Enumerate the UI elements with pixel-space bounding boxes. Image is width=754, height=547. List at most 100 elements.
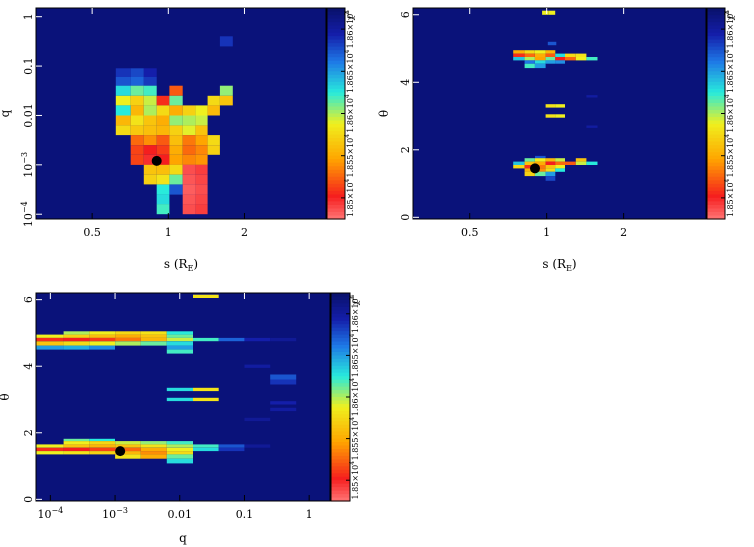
heatmap-cell xyxy=(219,85,233,96)
colorbar-segment xyxy=(331,351,350,356)
colorbar-segment xyxy=(707,43,725,48)
x-tick-label: 1 xyxy=(165,226,172,239)
colorbar-tick-label: 1.865×104 xyxy=(344,49,355,93)
colorbar-segment xyxy=(707,159,725,164)
colorbar-segment xyxy=(707,32,725,37)
heatmap-cell xyxy=(575,57,587,61)
heatmap-cell xyxy=(36,345,64,350)
heatmap-cell xyxy=(89,334,115,338)
colorbar-segment xyxy=(707,8,725,13)
heatmap-cell xyxy=(524,158,535,162)
heatmap-cell xyxy=(270,401,297,405)
colorbar-segment xyxy=(327,46,345,51)
plot-background xyxy=(413,8,706,219)
heatmap-cell xyxy=(513,50,525,54)
heatmap-cell xyxy=(36,451,64,455)
colorbar-segment xyxy=(327,204,345,210)
colorbar-segment xyxy=(327,120,345,125)
colorbar-segment xyxy=(327,81,345,86)
chart-q-theta: 10−410−30.010.110246qθ1.85×1041.855×1041… xyxy=(0,292,360,545)
colorbar-segment xyxy=(331,473,350,478)
heatmap-cell xyxy=(143,135,157,146)
colorbar-segment xyxy=(707,57,725,62)
colorbar-segment xyxy=(327,29,345,34)
colorbar-segment xyxy=(331,452,350,457)
heatmap-cell xyxy=(270,407,297,412)
x-tick-label: 0.5 xyxy=(461,226,479,239)
heatmap-cell xyxy=(535,161,546,165)
y-tick-label: 10−4 xyxy=(20,201,35,227)
heatmap-cell xyxy=(143,115,157,126)
colorbar-segment xyxy=(327,25,345,30)
heatmap-cell xyxy=(195,154,208,165)
heatmap-cell xyxy=(545,50,556,54)
heatmap-cell xyxy=(63,345,90,350)
heatmap-cell xyxy=(545,158,556,162)
colorbar-segment xyxy=(327,18,345,23)
heatmap-cell xyxy=(143,145,157,155)
colorbar-segment xyxy=(331,334,350,339)
colorbar-segment xyxy=(327,190,345,195)
colorbar-segment xyxy=(327,127,345,132)
heatmap-cell xyxy=(575,161,587,165)
colorbar-segment xyxy=(707,36,725,41)
heatmap-cell xyxy=(195,135,208,146)
heatmap-cell xyxy=(115,105,131,116)
colorbar-label: χ2 xyxy=(344,11,355,20)
colorbar-segment xyxy=(327,117,345,122)
heatmap-cell xyxy=(195,105,208,116)
x-tick-label: 0.5 xyxy=(83,226,101,239)
colorbar-segment xyxy=(707,60,725,65)
heatmap-cell xyxy=(535,168,546,172)
heatmap-cell xyxy=(36,337,64,342)
heatmap-cell xyxy=(195,194,208,205)
heatmap-cell xyxy=(193,337,219,342)
heatmap-cell xyxy=(535,57,546,61)
heatmap-cell xyxy=(156,164,170,175)
colorbar-segment xyxy=(707,22,725,27)
heatmap-cell xyxy=(166,341,193,346)
colorbar-segment xyxy=(331,487,350,492)
colorbar-segment xyxy=(331,379,350,384)
colorbar-segment xyxy=(327,131,345,136)
colorbar-segment xyxy=(707,131,725,136)
colorbar-segment xyxy=(331,442,350,447)
heatmap-cell xyxy=(156,135,170,146)
colorbar-segment xyxy=(707,85,725,90)
chart-s-q: 0.5 1 2 1 0.1 0.01 10−3 10−4 s (RE) q 1.85×1041.85… xyxy=(0,7,355,273)
heatmap-cell xyxy=(169,174,183,185)
colorbar-segment xyxy=(327,15,345,20)
colorbar-segment xyxy=(331,345,350,350)
colorbar-segment xyxy=(707,180,725,185)
heatmap-cell xyxy=(193,444,219,448)
heatmap-cell xyxy=(524,168,535,172)
y-tick-label: 4 xyxy=(399,79,412,86)
colorbar-segment xyxy=(331,317,350,322)
colorbar-tick-label: 1.86×104 xyxy=(724,94,735,133)
heatmap-cell xyxy=(156,95,170,106)
heatmap-cell xyxy=(115,331,141,335)
colorbar-segment xyxy=(327,106,345,111)
heatmap-cell xyxy=(143,77,157,86)
heatmap-cell xyxy=(115,334,141,338)
colorbar-segment xyxy=(707,166,725,171)
heatmap-cell xyxy=(89,451,115,455)
heatmap-cell xyxy=(140,334,167,338)
heatmap-cell xyxy=(143,174,157,185)
colorbar-segment xyxy=(331,386,350,391)
colorbar-segment xyxy=(707,204,725,210)
x-axis-label: q xyxy=(179,531,187,545)
colorbar-segment xyxy=(331,313,350,318)
heatmap-cell xyxy=(545,176,556,181)
colorbar-segment xyxy=(707,88,725,93)
colorbar-segment xyxy=(327,197,345,203)
heatmap-cell xyxy=(115,337,141,342)
heatmap-cell xyxy=(195,164,208,175)
heatmap-cell xyxy=(547,41,557,46)
colorbar-segment xyxy=(327,36,345,41)
heatmap-cell xyxy=(207,105,220,116)
colorbar-segment xyxy=(327,162,345,167)
colorbar-segment xyxy=(707,194,725,199)
heatmap-cell xyxy=(166,447,193,452)
best-fit-marker xyxy=(151,155,162,166)
